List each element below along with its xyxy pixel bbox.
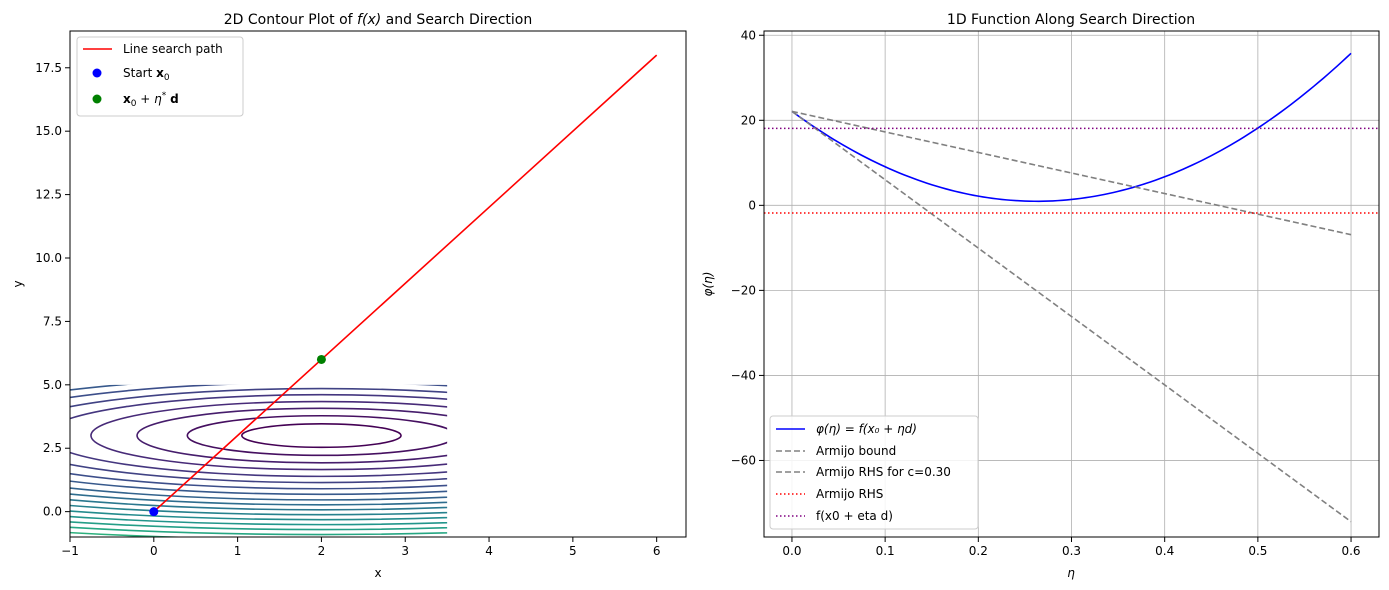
left-x-ticks: −1 0 1 2 3 4 5 6	[61, 537, 660, 558]
legend-phi: φ(η) = f(x₀ + ηd)	[816, 422, 917, 436]
line-search-path	[153, 54, 658, 513]
contour-level	[70, 515, 448, 526]
left-x-tick-label: 3	[401, 544, 409, 558]
right-y-tick-label: 0	[748, 198, 756, 212]
right-y-tick-label: −40	[731, 368, 756, 382]
line-plot-axes: 1D Function Along Search Direction 0.0 0.…	[701, 12, 1380, 580]
armijo-rhs-c-line	[791, 110, 1352, 236]
right-grid	[764, 31, 1379, 537]
left-x-tick-label: 2	[318, 544, 326, 558]
contour-level	[70, 493, 448, 506]
start-point	[149, 507, 159, 517]
left-legend: Line search path Start x0 x0 + η* d	[76, 36, 244, 117]
contour-level	[70, 521, 448, 531]
left-x-tick-label: −1	[61, 544, 79, 558]
left-y-tick-label: 5.0	[43, 378, 62, 392]
legend-armijo-rhs: Armijo RHS	[816, 487, 883, 501]
contour-level	[0, 307, 1193, 564]
contour-level	[136, 407, 448, 464]
left-y-tick-label: 12.5	[35, 188, 62, 202]
right-x-tick-label: 0.3	[1062, 544, 1081, 558]
left-series	[149, 54, 658, 517]
legend-f-value: f(x0 + eta d)	[816, 509, 893, 523]
left-y-tick-label: 15.0	[35, 124, 62, 138]
left-y-tick-label: 10.0	[35, 251, 62, 265]
left-y-ticks: 0.0 2.5 5.0 7.5 10.0 12.5 15.0 17.5	[35, 61, 70, 519]
contour-level	[90, 400, 448, 471]
phi-curve	[791, 52, 1352, 203]
armijo-bound-line	[791, 110, 1352, 523]
right-y-tick-label: −20	[731, 283, 756, 297]
legend-start-swatch	[92, 68, 102, 78]
left-y-axis-label: y	[11, 280, 25, 287]
contour-level	[70, 499, 448, 511]
right-y-tick-label: −60	[731, 453, 756, 467]
contour-level	[241, 422, 402, 449]
right-y-ticks: −60 −40 −20 0 20 40	[731, 28, 764, 467]
right-y-axis-label: φ(η)	[701, 272, 715, 297]
left-y-tick-label: 2.5	[43, 441, 62, 455]
contour-level	[0, 302, 1227, 569]
left-chart-title: 2D Contour Plot of f(x) and Search Direc…	[224, 12, 532, 28]
left-x-tick-label: 6	[653, 544, 661, 558]
contour-level	[70, 487, 448, 501]
contour-lines	[0, 287, 1327, 584]
left-y-tick-label: 0.0	[43, 505, 62, 519]
contour-level	[0, 287, 1327, 584]
right-x-tick-label: 0.2	[969, 544, 988, 558]
right-y-tick-label: 20	[741, 113, 756, 127]
legend-armijo-bound: Armijo bound	[816, 444, 896, 458]
right-x-tick-label: 0.6	[1341, 544, 1360, 558]
contour-level	[70, 384, 448, 490]
contour-level	[70, 510, 448, 521]
contour-level	[0, 292, 1294, 579]
legend-step-point-swatch	[92, 94, 102, 104]
right-x-tick-label: 0.4	[1155, 544, 1174, 558]
legend-step-point: x0 + η* d	[123, 91, 179, 109]
legend-start: Start x0	[123, 66, 170, 83]
right-x-tick-label: 0.5	[1248, 544, 1267, 558]
left-x-tick-label: 0	[150, 544, 158, 558]
legend-line-search-path: Line search path	[123, 42, 223, 56]
right-legend: φ(η) = f(x₀ + ηd) Armijo bound Armijo RH…	[769, 415, 979, 530]
contour-level	[70, 387, 448, 484]
right-chart-title: 1D Function Along Search Direction	[947, 12, 1195, 28]
right-legend-box	[769, 415, 979, 530]
left-x-tick-label: 4	[485, 544, 493, 558]
right-x-tick-label: 0.0	[782, 544, 801, 558]
right-x-tick-label: 0.1	[876, 544, 895, 558]
right-x-ticks: 0.0 0.1 0.2 0.3 0.4 0.5 0.6	[782, 537, 1361, 558]
left-x-tick-label: 5	[569, 544, 577, 558]
left-axes-frame	[69, 30, 687, 538]
right-x-axis-label: η	[1067, 566, 1075, 580]
contour-level	[70, 504, 448, 516]
contour-plot-axes: 2D Contour Plot of f(x) and Search Direc…	[0, 12, 1327, 584]
left-x-tick-label: 1	[234, 544, 242, 558]
contour-level	[70, 384, 448, 496]
right-y-tick-label: 40	[741, 28, 756, 42]
contour-level	[186, 414, 448, 457]
step-point	[316, 354, 326, 364]
left-legend-box	[76, 36, 244, 117]
right-series	[764, 52, 1379, 523]
legend-armijo-rhs-c: Armijo RHS for c=0.30	[816, 465, 951, 479]
left-x-axis-label: x	[374, 566, 381, 580]
contour-level	[70, 393, 448, 478]
left-y-tick-label: 17.5	[35, 61, 62, 75]
left-y-tick-label: 7.5	[43, 314, 62, 328]
contour-level	[70, 526, 448, 536]
